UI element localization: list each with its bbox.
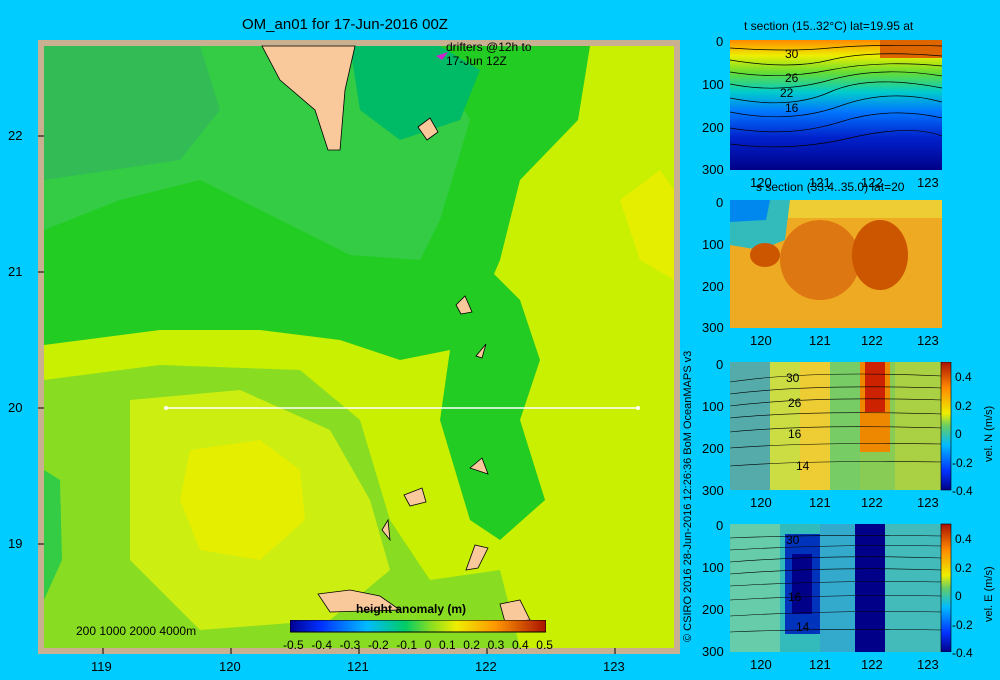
ve-depth-tick: 300 [702, 644, 724, 659]
lon-tick-119: 119 [91, 659, 112, 674]
ve-lon-tick: 123 [917, 657, 939, 672]
vn-lon-tick: 120 [750, 495, 772, 510]
ve-lon-tick: 121 [809, 657, 831, 672]
vn-contour-label: 30 [786, 371, 800, 385]
vn-cb-tick: 0.4 [955, 370, 972, 384]
ve-depth-tick: 100 [702, 560, 724, 575]
vn-lon-tick: 121 [809, 495, 831, 510]
cb-tick: -0.2 [367, 638, 389, 652]
t-lon-tick: 123 [917, 175, 939, 190]
t-contour-label: 22 [780, 86, 794, 100]
ve-cb-tick: 0.2 [955, 561, 972, 575]
cb-tick: -0.3 [339, 638, 361, 652]
vn-lon-tick: 122 [861, 495, 883, 510]
ve-contour-label: 14 [796, 620, 810, 634]
lon-tick-120: 120 [219, 659, 241, 674]
vn-cb-tick: -0.2 [952, 456, 973, 470]
velocity-colorbars [940, 362, 952, 652]
s-section-title: s section (33.4..35.0) lat=20 [756, 180, 905, 194]
drifters-label: drifters @12h to [446, 40, 532, 54]
cb-tick: 0.5 [536, 638, 553, 652]
lat-tick-20: 20 [8, 400, 23, 415]
lon-tick-121: 121 [347, 659, 369, 674]
s-lon-tick: 122 [861, 333, 883, 348]
s-depth-tick: 100 [702, 237, 724, 252]
ve-section-panel [730, 524, 942, 652]
t-section-title: t section (15..32°C) lat=19.95 at [744, 19, 914, 33]
vn-cb-tick: 0 [955, 427, 962, 441]
t-depth-tick: 0 [716, 34, 724, 49]
s-depth-tick: 200 [702, 279, 724, 294]
ve-contour-label: 30 [786, 533, 800, 547]
ve-contour-label: 16 [788, 590, 802, 604]
lat-tick-22: 22 [8, 128, 23, 143]
ve-colorbar-label: vel. E (m/s) [983, 566, 995, 622]
t-section-panel [730, 40, 942, 170]
ve-cb-tick: -0.4 [952, 646, 973, 660]
drifters-date-label: 17-Jun 12Z [446, 54, 507, 68]
credit-text: © CSIRO 2016 28-Jun-2016 12:26:36 BoM Oc… [682, 350, 694, 642]
cb-tick: 0.1 [438, 638, 456, 652]
vn-depth-tick: 0 [716, 357, 724, 372]
height-colorbar [290, 620, 546, 633]
ve-lon-tick: 120 [750, 657, 772, 672]
s-section-panel [730, 200, 942, 328]
ve-cb-tick: -0.2 [952, 618, 973, 632]
s-lon-tick: 120 [750, 333, 772, 348]
vn-colorbar-label: vel. N (m/s) [983, 405, 995, 462]
s-lon-tick: 123 [917, 333, 939, 348]
t-lon-tick: 122 [861, 175, 883, 190]
map-title: OM_an01 for 17-Jun-2016 00Z [242, 16, 448, 33]
vn-contour-label: 14 [796, 459, 810, 473]
cb-tick: -0.4 [311, 638, 333, 652]
t-depth-tick: 200 [702, 120, 724, 135]
drifter-track [436, 52, 448, 60]
vn-lon-tick: 123 [917, 495, 939, 510]
vn-depth-tick: 100 [702, 399, 724, 414]
vn-cb-tick: 0.2 [955, 399, 972, 413]
vn-contour-label: 26 [788, 396, 802, 410]
t-contour-label: 26 [785, 71, 799, 85]
vn-contour-label: 16 [788, 427, 802, 441]
lon-tick-122: 122 [475, 659, 497, 674]
lon-tick-123: 123 [603, 659, 625, 674]
ve-cb-tick: 0.4 [955, 532, 972, 546]
cb-tick: 0.2 [463, 638, 480, 652]
cb-tick: -0.1 [396, 638, 417, 652]
cb-tick: 0 [424, 638, 432, 652]
t-contour-label: 16 [785, 101, 799, 115]
colorbar-title: height anomaly (m) [356, 602, 467, 616]
t-lon-tick: 120 [750, 175, 772, 190]
s-lon-tick: 121 [809, 333, 831, 348]
t-depth-tick: 300 [702, 162, 724, 177]
map-panel [38, 40, 680, 654]
cb-tick: -0.5 [283, 638, 304, 652]
t-depth-tick: 100 [702, 77, 724, 92]
ve-cb-tick: 0 [955, 589, 962, 603]
ve-lon-tick: 122 [861, 657, 883, 672]
depth-legend: 200 1000 2000 4000m [76, 624, 197, 638]
ve-depth-tick: 200 [702, 602, 724, 617]
s-depth-tick: 300 [702, 320, 724, 335]
vn-section-panel [730, 362, 942, 490]
ve-depth-tick: 0 [716, 518, 724, 533]
vn-cb-tick: -0.4 [952, 484, 973, 498]
lat-tick-19: 19 [8, 536, 23, 551]
t-contour-label: 30 [785, 47, 799, 61]
cb-tick: 0.4 [511, 638, 529, 652]
s-depth-tick: 0 [716, 195, 724, 210]
vn-depth-tick: 200 [702, 441, 724, 456]
cb-tick: 0.3 [487, 638, 505, 652]
colorbar-ticks: -0.5 -0.4 -0.3 -0.2 -0.1 0 0.1 0.2 0.3 0… [283, 638, 553, 652]
vn-depth-tick: 300 [702, 483, 724, 498]
t-lon-tick: 121 [809, 175, 831, 190]
lat-tick-21: 21 [8, 264, 23, 279]
